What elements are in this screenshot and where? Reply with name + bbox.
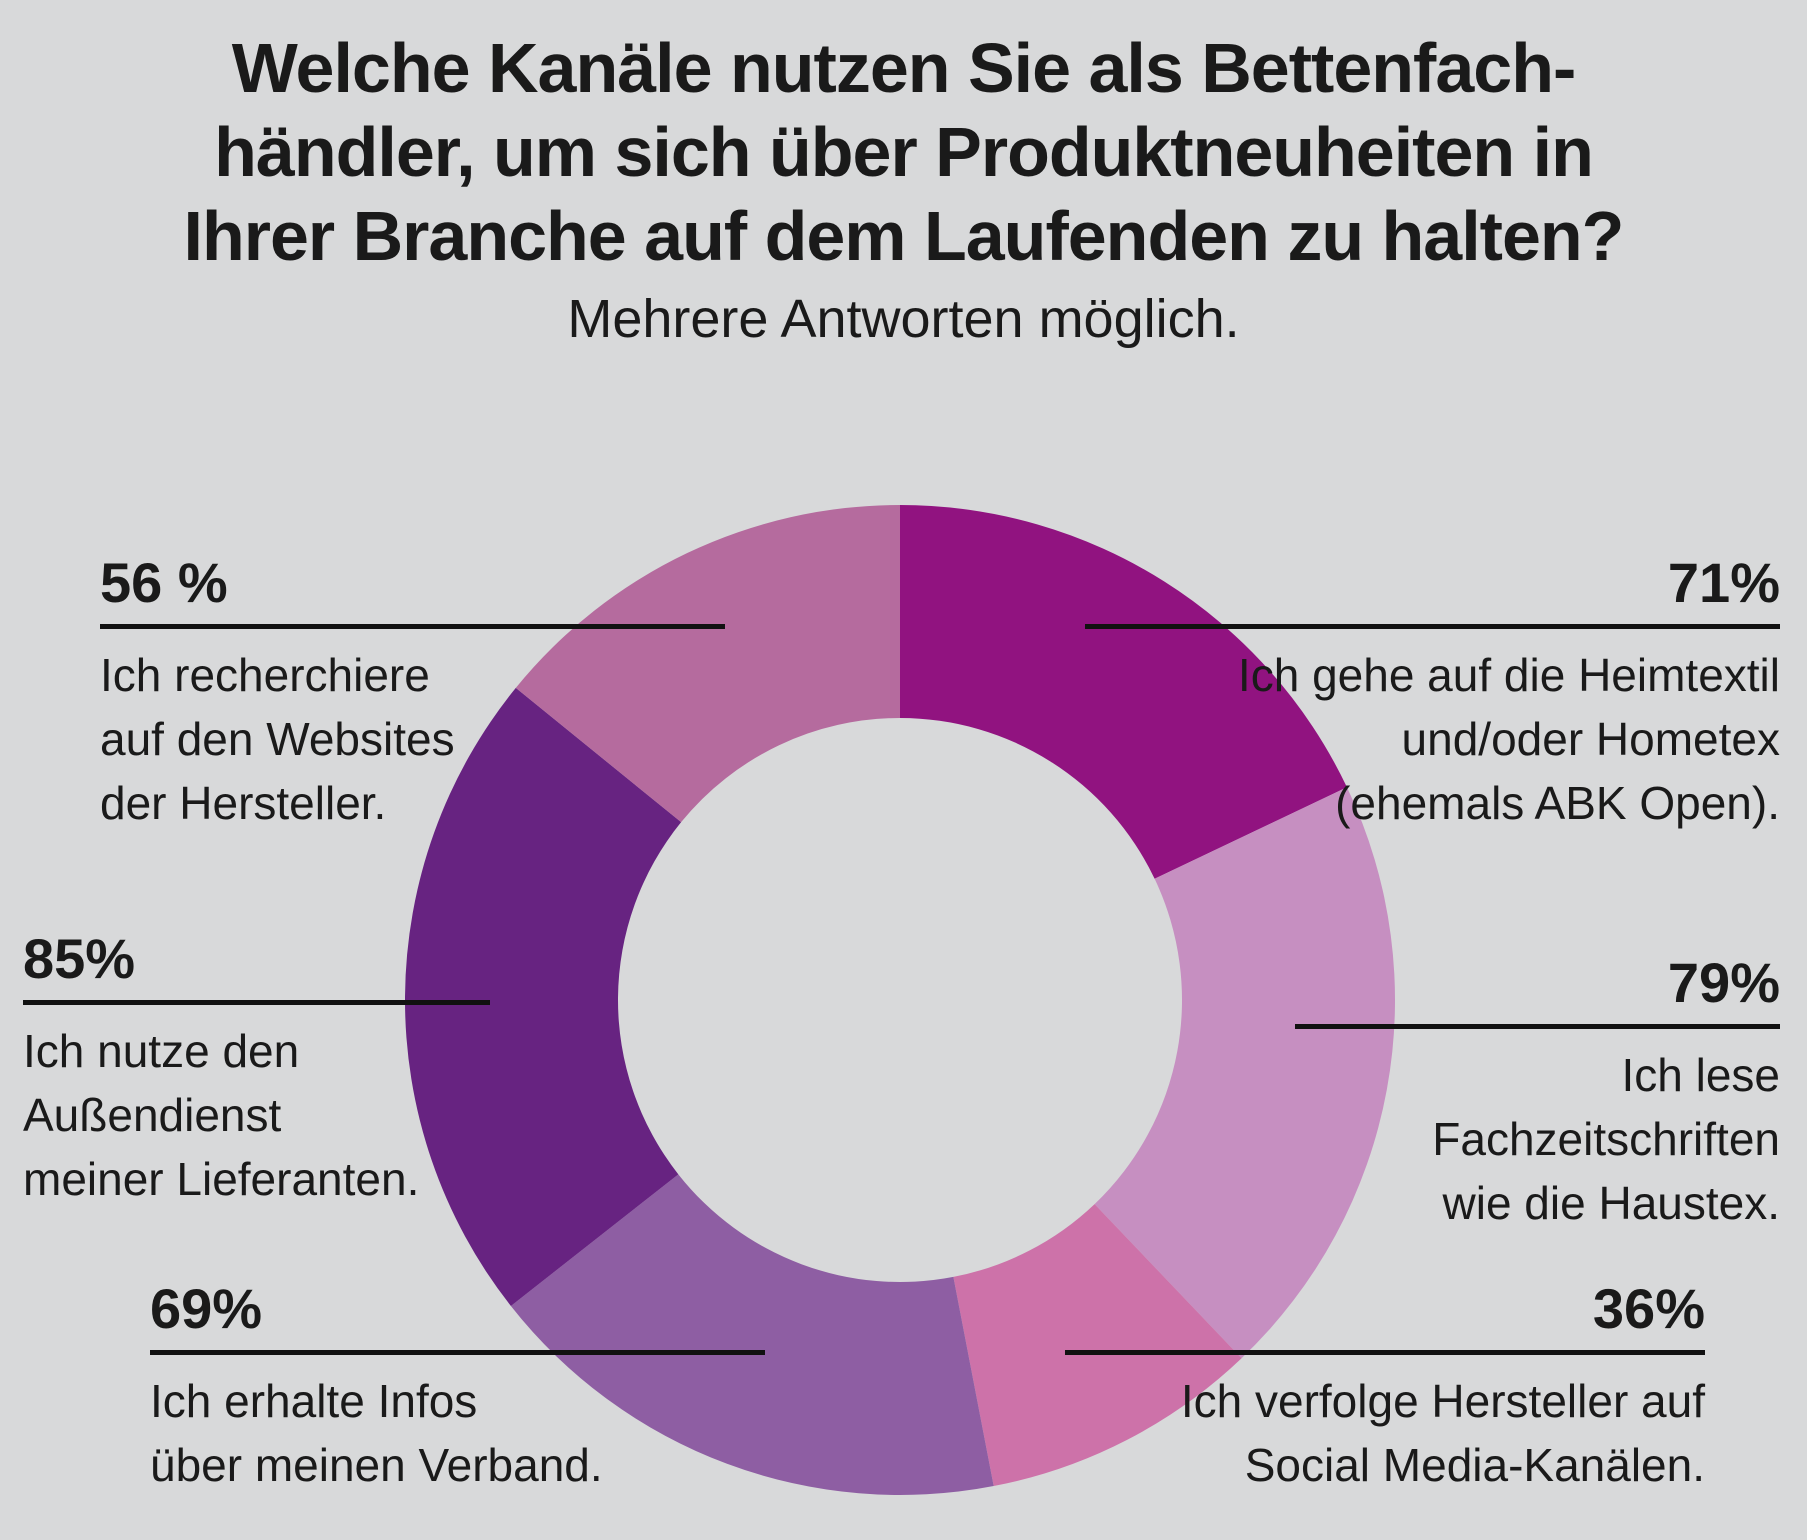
callout-aussendienst: 85% Ich nutze den Außendienst meiner Lie… — [23, 928, 490, 1211]
callout-rule — [150, 1350, 765, 1355]
callout-fachzeitschriften: 79% Ich lese Fachzeitschriften wie die H… — [1295, 952, 1780, 1235]
callout-rule — [23, 1000, 490, 1005]
donut-chart — [405, 505, 1396, 1495]
callout-text-line: Fachzeitschriften — [1432, 1113, 1780, 1165]
callout-text-line: und/oder Hometex — [1401, 713, 1780, 765]
percentage-value: 69% — [150, 1277, 263, 1340]
callout-rule — [1295, 1024, 1780, 1029]
callout-verband: 69% Ich erhalte Infos über meinen Verban… — [150, 1278, 765, 1497]
callout-text-line: wie die Haustex. — [1442, 1177, 1781, 1229]
percentage-value: 36% — [1592, 1277, 1705, 1340]
callout-websites: 56 % Ich recherchiere auf den Websites d… — [100, 552, 725, 835]
donut-segment — [515, 505, 900, 823]
title-line-1: Welche Kanäle nutzen Sie als Bettenfach- — [231, 29, 1577, 107]
callout-rule — [1085, 624, 1780, 629]
callout-text-line: Außendienst — [23, 1089, 282, 1141]
donut-segment — [1094, 787, 1396, 1359]
callout-text-line: meiner Lieferanten. — [23, 1153, 420, 1205]
percentage-value: 79% — [1667, 951, 1780, 1014]
callout-text-line: Ich lese — [1621, 1049, 1780, 1101]
donut-segment — [953, 1204, 1242, 1487]
percentage-value: 71% — [1667, 551, 1780, 614]
chart-title: Welche Kanäle nutzen Sie als Bettenfach-… — [0, 26, 1807, 278]
callout-text-line: Ich gehe auf die Heimtextil — [1237, 649, 1780, 701]
donut-segment — [510, 1174, 994, 1495]
callout-text-line: Ich nutze den — [23, 1025, 300, 1077]
callout-text-line: (ehemals ABK Open). — [1335, 777, 1780, 829]
percentage-value: 56 % — [100, 551, 228, 614]
title-line-3: Ihrer Branche auf dem Laufenden zu halte… — [183, 197, 1625, 275]
callout-text-line: auf den Websites — [100, 713, 455, 765]
callout-rule — [1065, 1350, 1705, 1355]
donut-segment — [405, 687, 682, 1306]
chart-subtitle: Mehrere Antworten möglich. — [567, 289, 1240, 349]
callout-rule — [100, 624, 725, 629]
callout-text-line: über meinen Verband. — [150, 1439, 603, 1491]
percentage-value: 85% — [23, 927, 136, 990]
callout-social-media: 36% Ich verfolge Hersteller auf Social M… — [1065, 1278, 1705, 1497]
title-line-2: händler, um sich über Produktneuheiten i… — [214, 113, 1594, 191]
callout-text-line: Social Media-Kanälen. — [1244, 1439, 1705, 1491]
callout-text-line: Ich recherchiere — [100, 649, 430, 701]
callout-text-line: Ich verfolge Hersteller auf — [1180, 1375, 1705, 1427]
callout-heimtextil: 71% Ich gehe auf die Heimtextil und/oder… — [1085, 552, 1780, 835]
callout-text-line: Ich erhalte Infos — [150, 1375, 478, 1427]
callout-text-line: der Hersteller. — [100, 777, 387, 829]
donut-segment — [900, 505, 1347, 879]
